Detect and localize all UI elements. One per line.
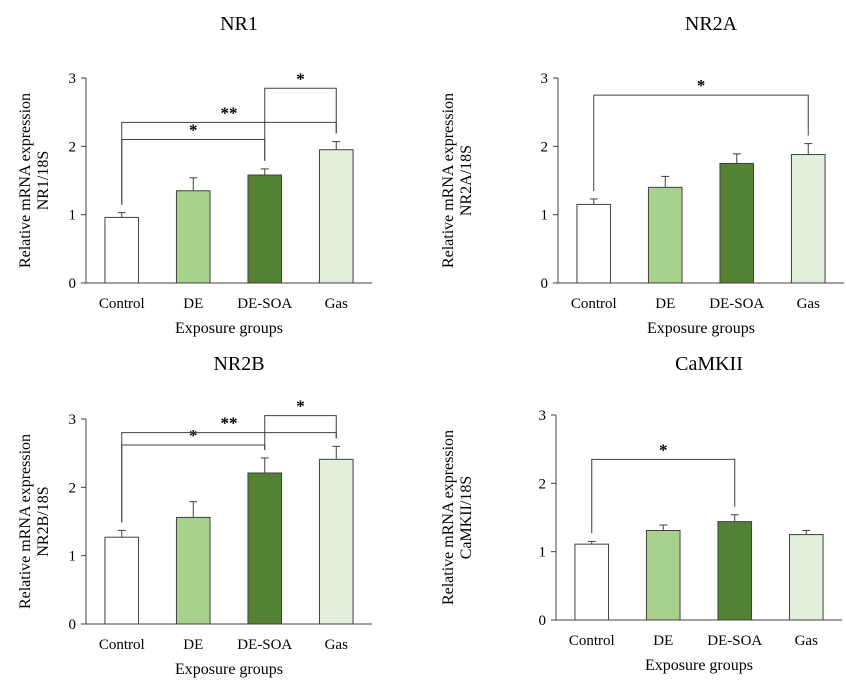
y-tick-label: 0 [541,276,549,292]
y-axis-label-line: NR2B/18S [35,486,52,556]
y-tick-label: 1 [539,545,547,561]
y-tick-label: 3 [539,408,547,424]
chart-svg: NR2A 0 1 2 3 Relative mRNA expressionNR2A/18S… [440,13,844,337]
significance-label: * [697,76,706,95]
chart-panel-camkii: CaMKII 0 1 2 3 Relative mRNA expressionCaMKII… [423,340,846,680]
chart-svg: NR1 0 1 2 3 Relative mRNA expressionNR1/18S Ex… [17,13,372,337]
significance-bracket [264,415,337,450]
bar-de-soa [719,162,755,284]
y-axis-label-line: CaMKII/18S [458,476,475,560]
bar-control [104,536,140,625]
y-tick-label: 0 [69,276,77,292]
chart-title: NR2A [685,13,738,35]
x-tick-label: DE-SOA [237,637,292,653]
x-tick-label: DE [183,637,203,653]
chart-svg: NR2B 0 1 2 3 Relative mRNA expressionNR2B/18S… [17,353,372,678]
y-tick-label: 2 [541,139,549,155]
x-tick-label: Gas [325,637,348,653]
y-axis-label: Relative mRNA expressionNR2A/18S [440,93,475,268]
x-tick-label: Control [99,296,145,312]
x-tick-label: Control [99,637,145,653]
significance-label: * [189,426,198,445]
significance-label: * [189,121,198,140]
x-tick-label: Gas [795,633,818,649]
x-tick-label: DE [653,633,673,649]
significance-label: * [296,397,305,416]
y-tick-label: 1 [69,549,77,565]
significance-bracket [591,458,736,534]
y-tick-label: 3 [69,71,77,87]
bar-gas [788,534,824,621]
chart-panel-nr2a: NR2A 0 1 2 3 Relative mRNA expressionNR2A/18S… [423,0,846,340]
bar-de [175,516,211,625]
significance-label: ** [221,414,238,433]
significance-label: ** [221,103,238,122]
y-axis-label-line: Relative mRNA expression [440,93,457,268]
x-tick-label: DE-SOA [707,633,762,649]
bar-gas [790,154,826,284]
bar-gas [318,149,354,284]
x-axis-label: Exposure groups [645,657,753,674]
bar-de-soa [717,521,753,621]
significance-label: * [659,440,668,459]
y-axis-label-line: NR2A/18S [458,145,475,216]
x-tick-label: Control [569,633,615,649]
bar-de-soa [247,472,283,625]
x-tick-label: Gas [325,296,348,312]
chart-svg: CaMKII 0 1 2 3 Relative mRNA expressionCaMKII… [440,353,842,674]
significance-bracket [121,432,337,523]
y-axis-label-line: NR1/18S [35,151,52,211]
x-tick-label: DE [655,296,675,312]
significance-bracket [264,87,337,161]
x-tick-label: Control [571,296,617,312]
y-tick-label: 0 [69,617,77,633]
y-axis-label: Relative mRNA expressionNR1/18S [17,93,52,268]
significance-label: * [296,69,305,88]
chart-panel-nr1: NR1 0 1 2 3 Relative mRNA expressionNR1/18S Ex… [0,0,423,340]
y-tick-label: 2 [539,476,547,492]
x-tick-label: DE-SOA [709,296,764,312]
y-axis-label-line: Relative mRNA expression [17,93,34,268]
y-tick-label: 3 [69,412,77,428]
y-tick-label: 2 [69,139,77,155]
bar-de-soa [247,174,283,284]
x-tick-label: Gas [797,296,820,312]
y-tick-label: 3 [541,71,549,87]
bar-gas [318,458,354,625]
x-axis-label: Exposure groups [175,320,283,337]
bar-control [576,203,612,284]
significance-bracket [121,121,337,205]
chart-title: NR1 [220,13,258,35]
y-axis-label: Relative mRNA expressionCaMKII/18S [440,430,475,605]
significance-bracket [593,94,809,191]
bar-de [647,186,683,284]
x-axis-label: Exposure groups [647,320,755,337]
x-tick-label: DE-SOA [237,296,292,312]
y-tick-label: 1 [69,208,77,224]
chart-title: NR2B [213,353,264,375]
chart-panel-nr2b: NR2B 0 1 2 3 Relative mRNA expressionNR2B/18S… [0,340,423,680]
chart-title: CaMKII [675,353,743,375]
y-tick-label: 0 [539,613,547,629]
x-tick-label: DE [183,296,203,312]
y-axis-label: Relative mRNA expressionNR2B/18S [17,434,52,609]
bar-control [574,543,610,621]
y-tick-label: 2 [69,480,77,496]
y-axis-label-line: Relative mRNA expression [17,434,34,609]
bar-control [104,216,140,284]
bar-de [645,529,681,621]
x-axis-label: Exposure groups [175,661,283,678]
y-axis-label-line: Relative mRNA expression [440,430,457,605]
bar-de [175,190,211,284]
y-tick-label: 1 [541,208,549,224]
